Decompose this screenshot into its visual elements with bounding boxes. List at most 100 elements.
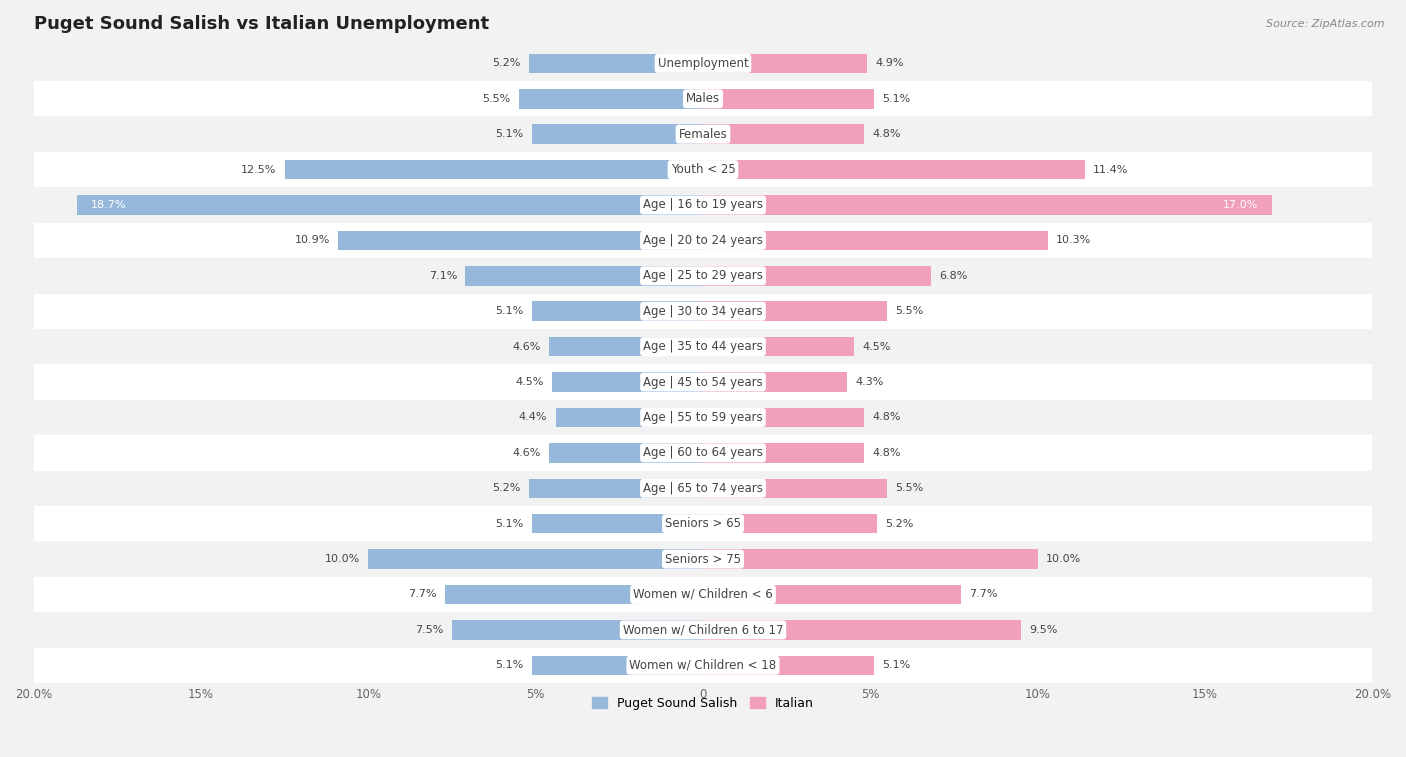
Text: Age | 60 to 64 years: Age | 60 to 64 years [643, 447, 763, 459]
Bar [703, 301, 887, 321]
Text: Age | 16 to 19 years: Age | 16 to 19 years [643, 198, 763, 211]
Text: Age | 45 to 54 years: Age | 45 to 54 years [643, 375, 763, 388]
Text: Seniors > 75: Seniors > 75 [665, 553, 741, 565]
Bar [34, 187, 1372, 223]
Bar [34, 541, 1372, 577]
Text: Unemployment: Unemployment [658, 57, 748, 70]
Bar [529, 54, 703, 73]
Text: Youth < 25: Youth < 25 [671, 163, 735, 176]
Text: Age | 35 to 44 years: Age | 35 to 44 years [643, 340, 763, 353]
Bar [34, 258, 1372, 294]
Bar [703, 408, 863, 427]
Bar [465, 266, 703, 285]
Bar [34, 400, 1372, 435]
Text: Puget Sound Salish vs Italian Unemployment: Puget Sound Salish vs Italian Unemployme… [34, 15, 489, 33]
Bar [703, 54, 868, 73]
Bar [553, 372, 703, 392]
Text: 5.1%: 5.1% [496, 519, 524, 528]
Bar [703, 550, 1038, 569]
Bar [703, 89, 873, 108]
Text: Age | 30 to 34 years: Age | 30 to 34 years [643, 305, 763, 318]
Bar [533, 124, 703, 144]
Bar [703, 656, 873, 675]
Text: 4.5%: 4.5% [862, 341, 890, 352]
Text: 4.9%: 4.9% [876, 58, 904, 68]
Bar [519, 89, 703, 108]
Text: 5.2%: 5.2% [492, 58, 520, 68]
Text: 5.1%: 5.1% [496, 307, 524, 316]
Bar [703, 620, 1021, 640]
Text: Age | 65 to 74 years: Age | 65 to 74 years [643, 481, 763, 495]
Text: Females: Females [679, 128, 727, 141]
Bar [533, 514, 703, 534]
Bar [77, 195, 703, 215]
Text: 5.1%: 5.1% [496, 660, 524, 670]
Bar [284, 160, 703, 179]
Bar [703, 195, 1272, 215]
Text: 4.8%: 4.8% [872, 129, 900, 139]
Text: 18.7%: 18.7% [90, 200, 127, 210]
Text: Women w/ Children 6 to 17: Women w/ Children 6 to 17 [623, 623, 783, 637]
Text: 5.2%: 5.2% [886, 519, 914, 528]
Text: 10.9%: 10.9% [294, 235, 330, 245]
Text: 4.8%: 4.8% [872, 413, 900, 422]
Text: Males: Males [686, 92, 720, 105]
Legend: Puget Sound Salish, Italian: Puget Sound Salish, Italian [588, 692, 818, 715]
Bar [34, 329, 1372, 364]
Text: 7.5%: 7.5% [415, 625, 443, 635]
Bar [34, 435, 1372, 471]
Bar [34, 577, 1372, 612]
Bar [34, 612, 1372, 647]
Text: 6.8%: 6.8% [939, 271, 967, 281]
Bar [34, 294, 1372, 329]
Bar [34, 117, 1372, 152]
Text: Age | 20 to 24 years: Age | 20 to 24 years [643, 234, 763, 247]
Bar [548, 443, 703, 463]
Bar [34, 81, 1372, 117]
Bar [703, 514, 877, 534]
Text: 7.7%: 7.7% [969, 590, 998, 600]
Text: 5.1%: 5.1% [882, 660, 910, 670]
Bar [703, 584, 960, 604]
Bar [703, 478, 887, 498]
Text: 17.0%: 17.0% [1223, 200, 1258, 210]
Bar [339, 231, 703, 250]
Bar [34, 223, 1372, 258]
Text: 10.3%: 10.3% [1056, 235, 1091, 245]
Bar [34, 471, 1372, 506]
Text: 11.4%: 11.4% [1092, 164, 1129, 175]
Bar [533, 656, 703, 675]
Text: 9.5%: 9.5% [1029, 625, 1057, 635]
Text: 4.5%: 4.5% [516, 377, 544, 387]
Bar [34, 152, 1372, 187]
Text: Source: ZipAtlas.com: Source: ZipAtlas.com [1267, 19, 1385, 29]
Bar [703, 372, 846, 392]
Bar [529, 478, 703, 498]
Bar [703, 160, 1084, 179]
Text: 7.1%: 7.1% [429, 271, 457, 281]
Bar [703, 266, 931, 285]
Text: Age | 25 to 29 years: Age | 25 to 29 years [643, 269, 763, 282]
Text: 5.1%: 5.1% [496, 129, 524, 139]
Bar [703, 337, 853, 357]
Bar [34, 647, 1372, 683]
Bar [368, 550, 703, 569]
Bar [451, 620, 703, 640]
Text: Age | 55 to 59 years: Age | 55 to 59 years [643, 411, 763, 424]
Bar [703, 443, 863, 463]
Text: 4.8%: 4.8% [872, 448, 900, 458]
Bar [703, 124, 863, 144]
Text: 12.5%: 12.5% [240, 164, 276, 175]
Text: 10.0%: 10.0% [325, 554, 360, 564]
Text: 4.4%: 4.4% [519, 413, 547, 422]
Bar [533, 301, 703, 321]
Text: 5.2%: 5.2% [492, 483, 520, 494]
Bar [548, 337, 703, 357]
Bar [703, 231, 1047, 250]
Text: 5.1%: 5.1% [882, 94, 910, 104]
Text: 4.6%: 4.6% [512, 448, 541, 458]
Text: 5.5%: 5.5% [482, 94, 510, 104]
Bar [34, 364, 1372, 400]
Text: 4.6%: 4.6% [512, 341, 541, 352]
Bar [34, 506, 1372, 541]
